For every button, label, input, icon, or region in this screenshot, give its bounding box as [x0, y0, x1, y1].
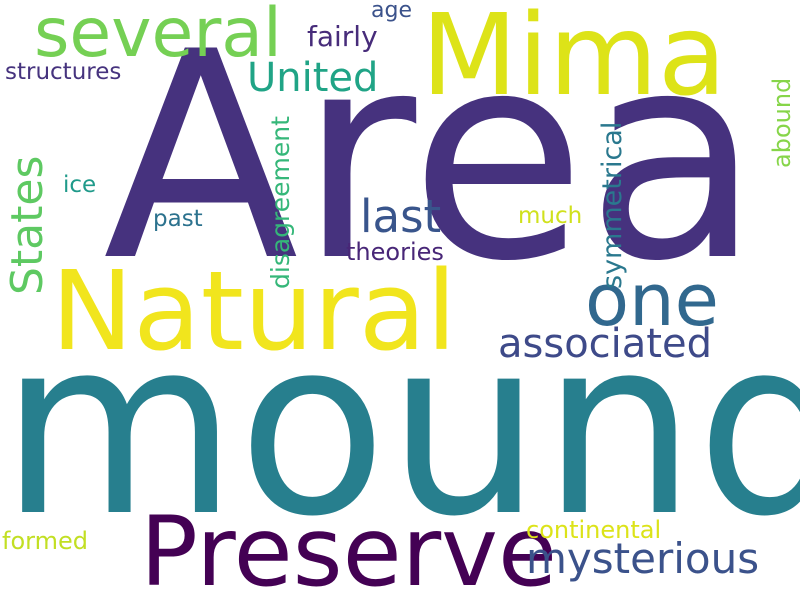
word-mound: mound	[0, 286, 800, 570]
word-structures: structures	[5, 59, 122, 85]
word-abound: abound	[768, 77, 796, 168]
word-several: several	[34, 0, 282, 73]
word-ice: ice	[63, 172, 97, 198]
word-last: last	[360, 190, 442, 243]
word-symmetrical: symmetrical	[597, 121, 628, 289]
word-theories: theories	[346, 238, 444, 266]
word-states: States	[2, 155, 53, 295]
word-preserve: Preserve	[140, 496, 558, 600]
word-associated: associated	[498, 321, 712, 367]
word-area: Area	[103, 0, 762, 324]
word-mysterious: mysterious	[526, 534, 760, 583]
word-united: United	[247, 55, 379, 101]
word-past: past	[153, 206, 203, 232]
word-mima: Mima	[421, 0, 727, 121]
word-natural: Natural	[51, 247, 457, 375]
word-continental: continental	[526, 516, 662, 544]
word-one: one	[585, 258, 719, 342]
word-disagreement: disagreement	[266, 116, 295, 289]
word-fairly: fairly	[307, 20, 378, 53]
word-age: age	[371, 0, 412, 23]
word-much: much	[518, 203, 583, 229]
word-formed: formed	[2, 527, 88, 555]
